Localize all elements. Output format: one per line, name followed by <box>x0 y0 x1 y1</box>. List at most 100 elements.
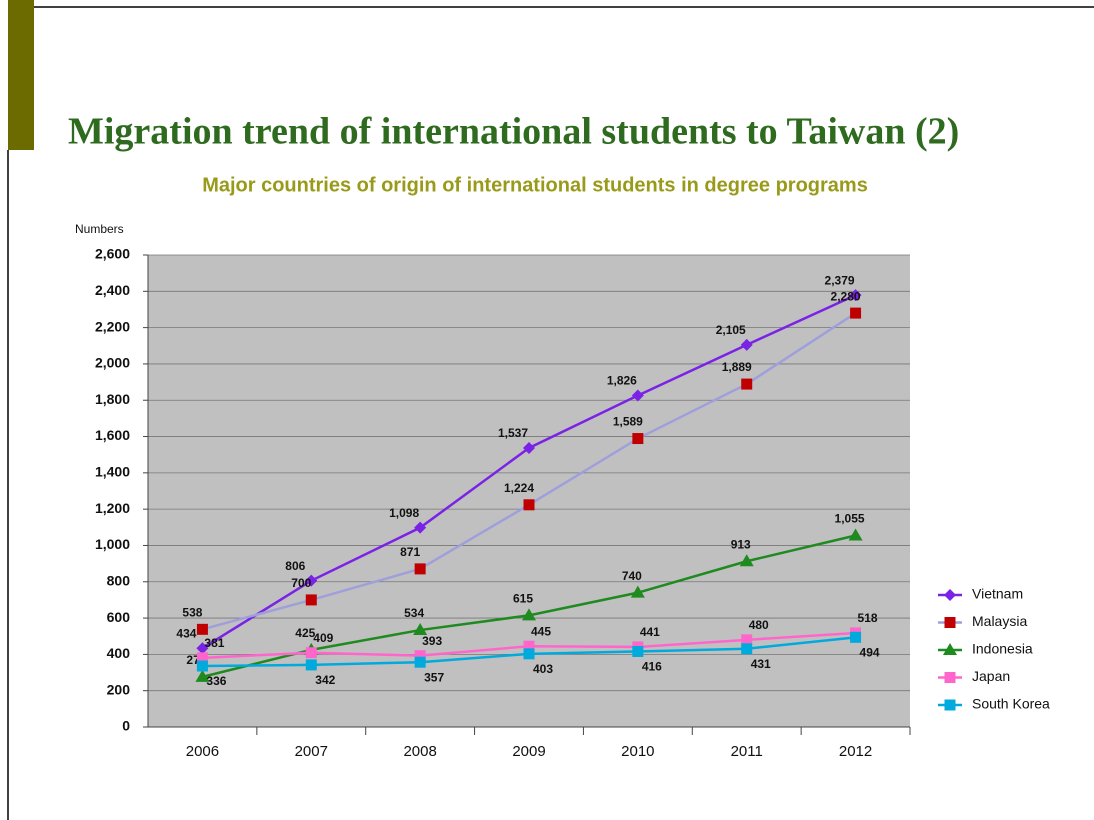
data-label: 409 <box>313 631 333 645</box>
data-point <box>196 623 208 635</box>
data-label: 518 <box>858 611 878 625</box>
data-label: 2,105 <box>716 323 746 337</box>
data-label: 1,826 <box>607 374 637 388</box>
data-point <box>522 608 536 621</box>
data-point <box>196 652 208 664</box>
y-tick-label: 1,200 <box>95 500 130 516</box>
y-tick-label: 2,600 <box>95 246 130 262</box>
data-label: 441 <box>640 625 660 639</box>
data-point <box>850 631 862 643</box>
legend-marker <box>944 589 956 601</box>
data-label: 445 <box>531 624 551 638</box>
slide-title: Migration trend of international student… <box>68 111 959 153</box>
legend-label: Vietnam <box>972 586 1023 602</box>
y-tick-label: 2,000 <box>95 355 130 371</box>
data-label: 806 <box>285 559 305 573</box>
data-point <box>849 289 862 302</box>
y-tick-label: 2,400 <box>95 282 130 298</box>
data-label: 357 <box>424 670 444 684</box>
data-point <box>414 656 426 668</box>
y-tick-label: 1,600 <box>95 427 130 443</box>
x-tick-label: 2006 <box>186 743 219 760</box>
data-label: 434 <box>176 626 196 640</box>
data-label: 1,098 <box>389 506 419 520</box>
data-label: 342 <box>315 673 335 687</box>
legend-marker <box>944 699 956 711</box>
data-point <box>523 441 535 454</box>
x-tick-label: 2010 <box>621 743 654 760</box>
data-label: 1,224 <box>504 481 534 495</box>
data-label: 615 <box>513 592 533 606</box>
data-label: 431 <box>751 657 771 671</box>
x-tick-label: 2012 <box>839 743 872 760</box>
data-label: 336 <box>206 674 226 688</box>
data-point <box>630 585 645 598</box>
data-point <box>414 563 426 575</box>
data-label: 534 <box>404 606 424 620</box>
data-label: 538 <box>182 606 202 620</box>
y-tick-label: 800 <box>107 572 131 588</box>
data-label: 1,889 <box>722 360 752 374</box>
data-point <box>632 433 644 445</box>
data-point <box>741 378 753 390</box>
y-tick-label: 1,800 <box>95 391 130 407</box>
data-point <box>196 642 209 655</box>
data-label: 480 <box>749 618 769 632</box>
y-tick-label: 600 <box>107 609 131 625</box>
accent-bar <box>8 0 34 150</box>
data-label: 425 <box>295 626 315 640</box>
y-tick-label: 0 <box>122 718 130 734</box>
y-tick-label: 1,000 <box>95 536 130 552</box>
data-point <box>414 521 427 534</box>
legend-label: South Korea <box>972 696 1050 712</box>
data-point <box>414 650 426 662</box>
x-tick-label: 2007 <box>295 743 328 760</box>
data-label: 2,280 <box>831 289 861 303</box>
data-point <box>523 499 535 511</box>
legend-label: Indonesia <box>972 641 1033 657</box>
data-label: 700 <box>291 576 311 590</box>
data-point <box>739 554 754 567</box>
y-tick-label: 200 <box>107 681 131 697</box>
y-axis-label: Numbers <box>75 222 124 236</box>
data-label: 740 <box>622 569 642 583</box>
x-tick-label: 2008 <box>403 743 436 760</box>
y-tick-label: 2,200 <box>95 318 130 334</box>
data-label: 913 <box>731 537 751 551</box>
x-tick-label: 2009 <box>512 743 545 760</box>
data-label: 871 <box>400 545 420 559</box>
legend-label: Japan <box>972 668 1010 684</box>
x-tick-label: 2011 <box>731 743 763 760</box>
data-label: 1,589 <box>613 415 643 429</box>
data-point <box>741 634 753 646</box>
data-label: 1,055 <box>835 512 865 526</box>
legend-marker <box>944 617 956 628</box>
data-point <box>305 647 317 659</box>
data-label: 393 <box>422 634 442 648</box>
chart-title: Major countries of origin of internation… <box>202 174 868 196</box>
legend-marker <box>943 643 957 655</box>
data-point <box>741 643 753 655</box>
data-point <box>850 307 862 319</box>
data-point <box>413 623 428 636</box>
data-point <box>631 389 644 402</box>
data-label: 1,537 <box>498 426 528 440</box>
data-point <box>305 574 318 587</box>
data-point <box>195 669 210 682</box>
data-label: 381 <box>204 636 224 650</box>
legend-marker <box>944 672 956 683</box>
y-tick-label: 400 <box>107 645 131 661</box>
data-label: 494 <box>860 645 880 659</box>
data-point <box>196 660 208 672</box>
data-point <box>523 648 535 660</box>
data-point <box>632 645 644 657</box>
data-label: 416 <box>642 660 662 674</box>
data-point <box>740 338 753 351</box>
y-tick-label: 1,400 <box>95 464 130 480</box>
legend-label: Malaysia <box>972 613 1027 629</box>
data-label: 403 <box>533 662 553 676</box>
data-label: 2,379 <box>825 273 855 287</box>
data-point <box>305 659 317 671</box>
data-point <box>848 528 863 541</box>
